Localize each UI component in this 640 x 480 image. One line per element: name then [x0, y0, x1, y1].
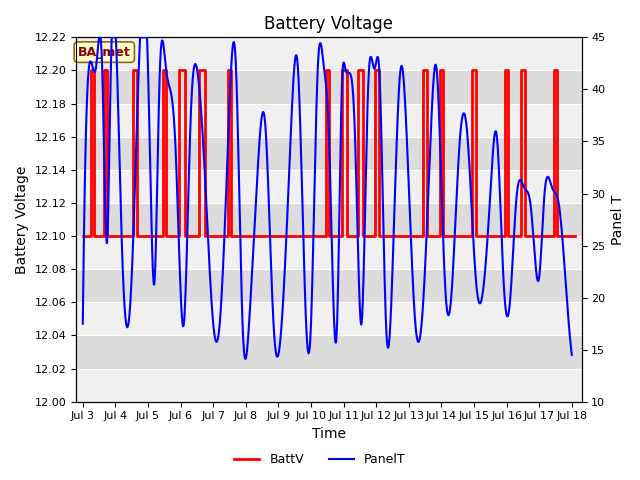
Bar: [76, 71, 582, 104]
Title: Battery Voltage: Battery Voltage: [264, 15, 394, 33]
Y-axis label: Battery Voltage: Battery Voltage: [15, 165, 29, 274]
Bar: [76, 203, 582, 236]
Bar: [76, 170, 582, 203]
Bar: [76, 37, 582, 71]
Bar: [76, 302, 582, 336]
Bar: [76, 369, 582, 402]
Y-axis label: Panel T: Panel T: [611, 194, 625, 245]
Bar: [76, 336, 582, 369]
Bar: [76, 269, 582, 302]
X-axis label: Time: Time: [312, 427, 346, 441]
Bar: [76, 137, 582, 170]
Text: BA_met: BA_met: [78, 46, 131, 59]
Legend: BattV, PanelT: BattV, PanelT: [229, 448, 411, 471]
Bar: [76, 104, 582, 137]
Bar: [76, 236, 582, 269]
